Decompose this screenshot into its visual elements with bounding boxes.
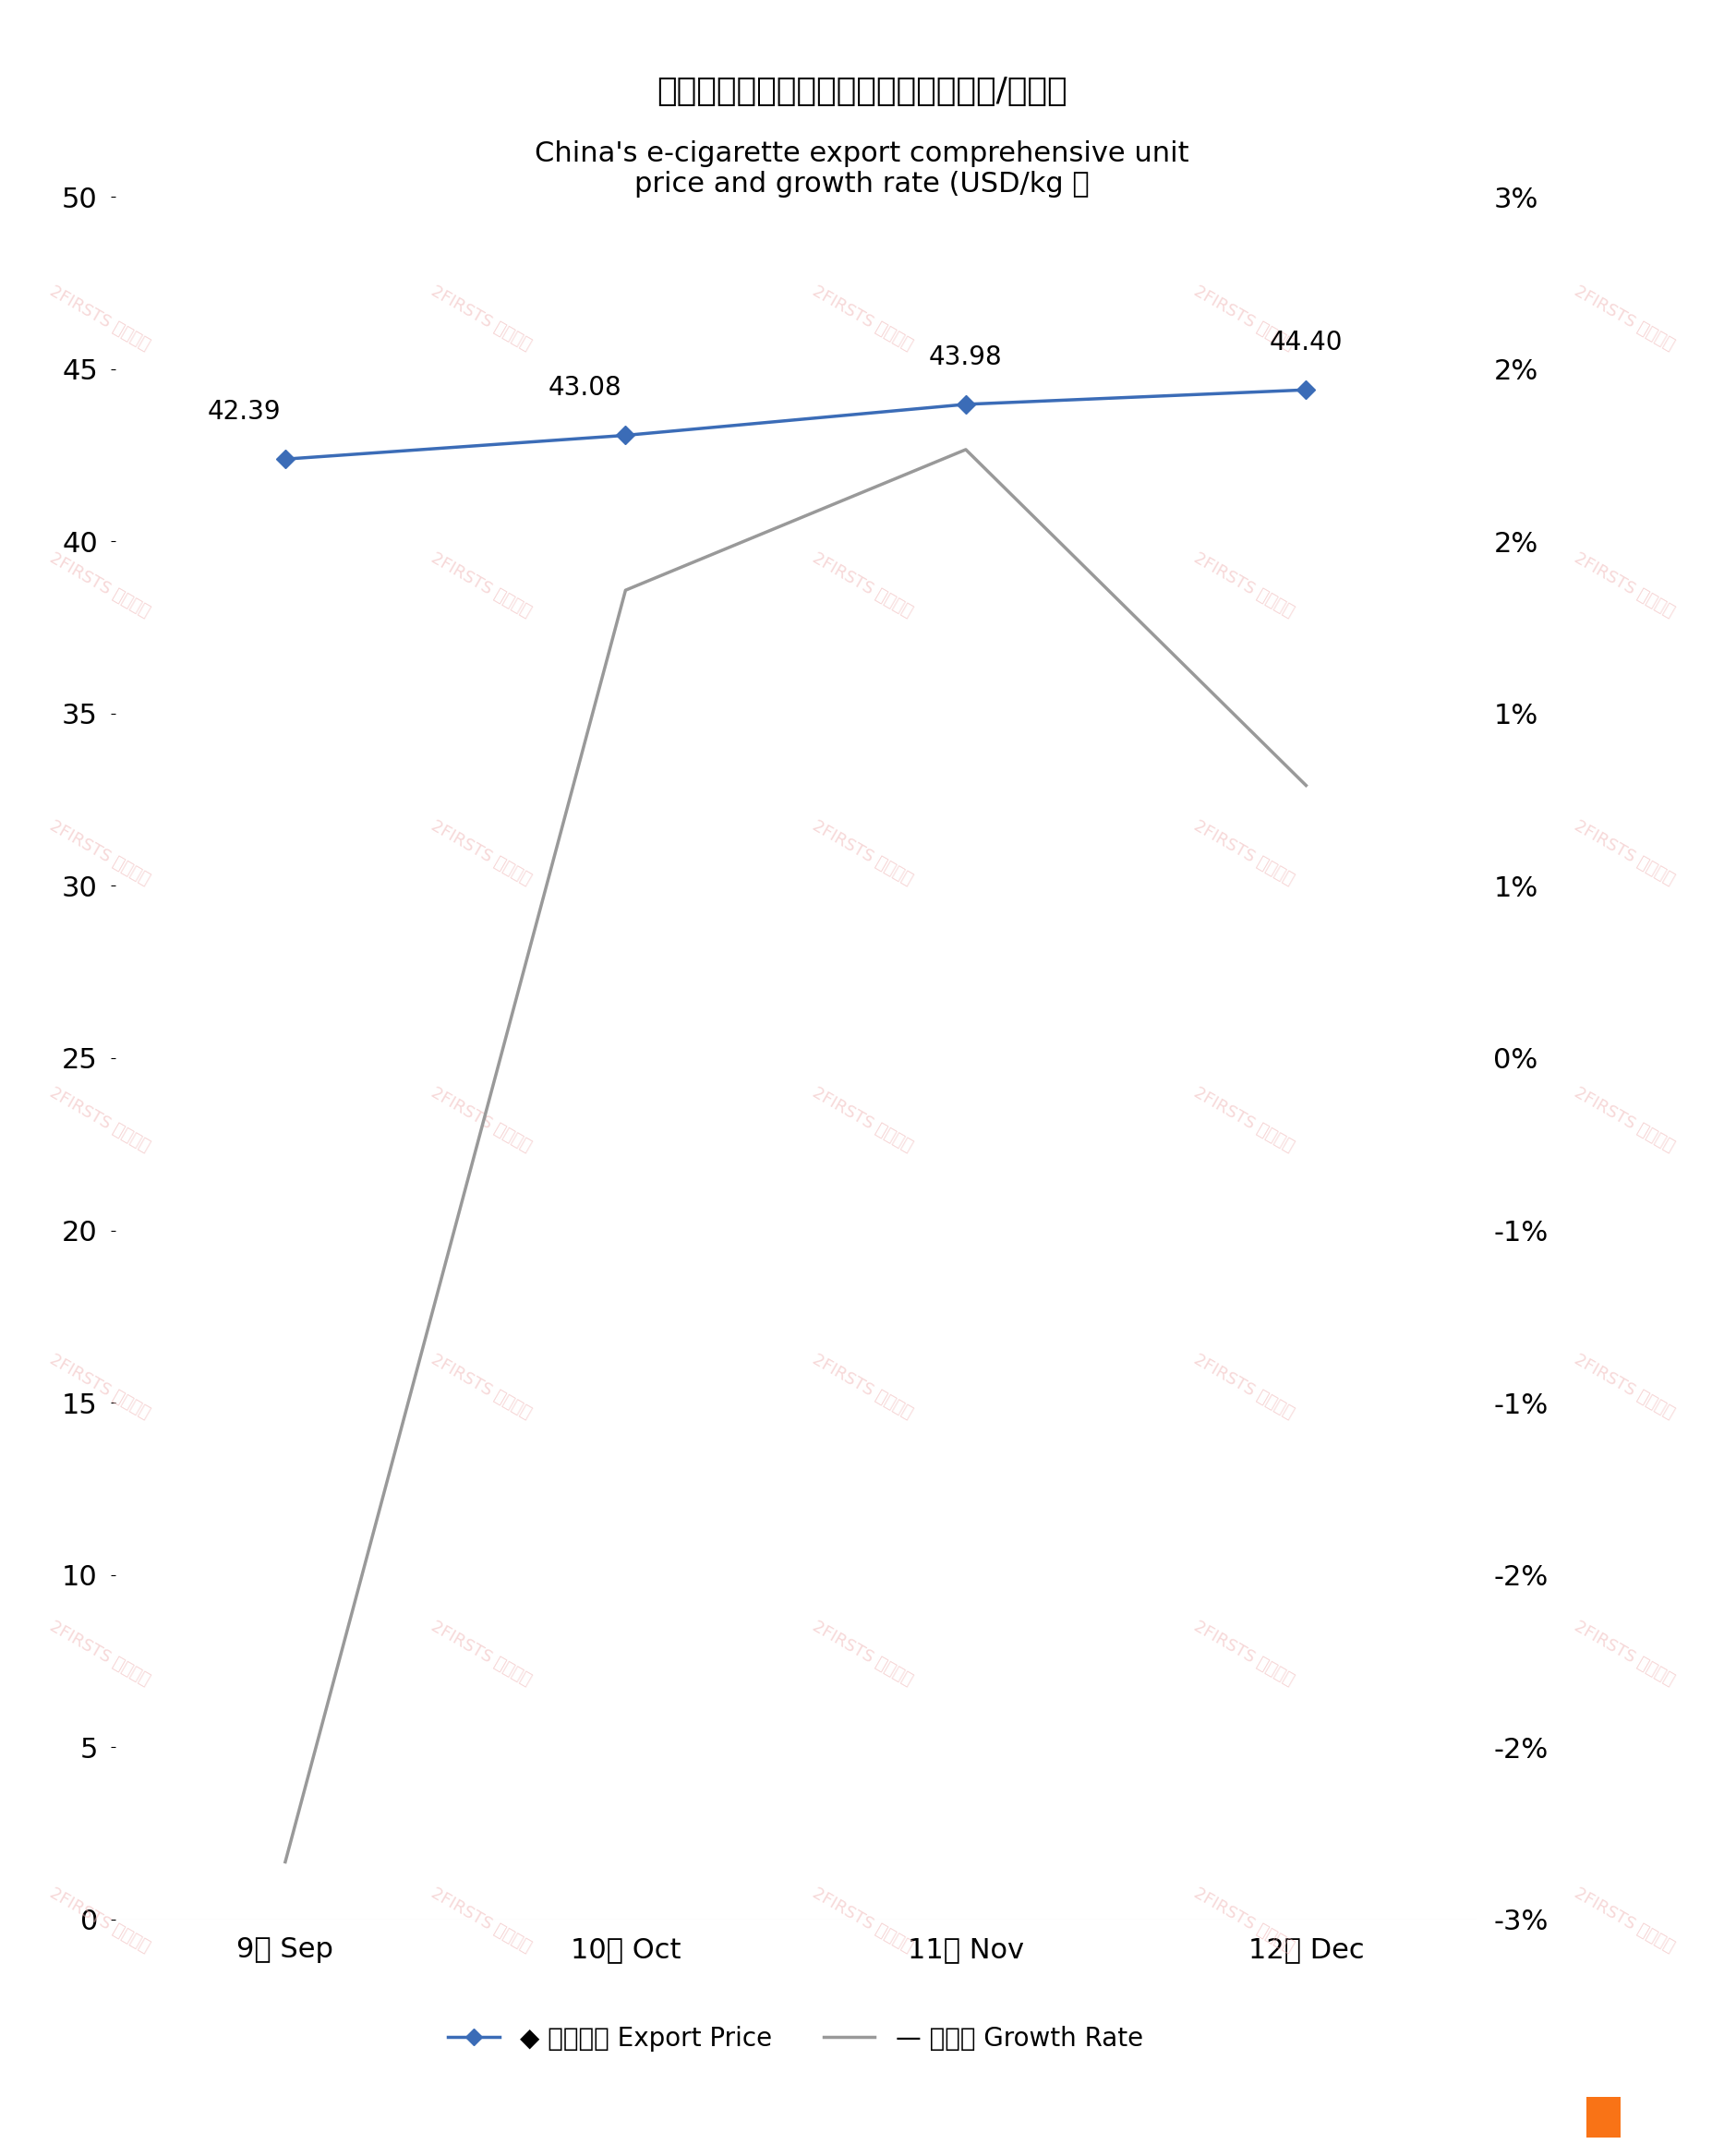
Text: 2FIRSTS 两个至上: 2FIRSTS 两个至上 [47,550,153,621]
Text: 2FIRSTS 两个至上: 2FIRSTS 两个至上 [1572,1084,1677,1156]
Text: 2FIRSTS 两个至上: 2FIRSTS 两个至上 [1572,1352,1677,1421]
Legend: ◆ 出口单价 Export Price, — 增长率 Growth Rate: ◆ 出口单价 Export Price, — 增长率 Growth Rate [438,2016,1153,2061]
Text: 2FIRSTS 两个至上: 2FIRSTS 两个至上 [1190,817,1296,888]
Text: 中国电子烟出口综合单价及增速（美元/千克）: 中国电子烟出口综合单价及增速（美元/千克） [657,75,1067,108]
Text: 2FIRSTS 两个至上: 2FIRSTS 两个至上 [47,817,153,888]
Text: 2FIRSTS 两个至上: 2FIRSTS 两个至上 [47,1084,153,1156]
Text: 2FIRSTS 两个至上: 2FIRSTS 两个至上 [809,282,915,354]
Text: 2FIRSTS 两个至上: 2FIRSTS 两个至上 [47,1617,153,1688]
Text: 2FIRSTS 两个至上: 2FIRSTS 两个至上 [428,1884,534,1955]
Text: 2FIRSTS 两个至上: 2FIRSTS 两个至上 [809,1084,915,1156]
Text: 2FIRSTS 两个至上: 2FIRSTS 两个至上 [1190,550,1296,621]
Text: 2FIRSTS 两个至上: 2FIRSTS 两个至上 [809,817,915,888]
Text: 2FIRSTS 两个至上: 2FIRSTS 两个至上 [1572,1617,1677,1688]
Text: 43.08: 43.08 [548,375,621,401]
Text: 42.39: 42.39 [207,399,281,425]
Text: 2FIRSTS 两个至上: 2FIRSTS 两个至上 [47,282,153,354]
Text: 43.98: 43.98 [929,345,1003,371]
Text: 2FIRSTS 两个至上: 2FIRSTS 两个至上 [809,550,915,621]
Text: 2FIRSTS 两个至上: 2FIRSTS 两个至上 [1572,550,1677,621]
Text: 2FIRSTS 两个至上: 2FIRSTS 两个至上 [428,1084,534,1156]
Text: 2FIRSTS 两个至上: 2FIRSTS 两个至上 [1190,1884,1296,1955]
Text: China's e-cigarette export comprehensive unit
price and growth rate (USD/kg ）: China's e-cigarette export comprehensive… [534,140,1190,198]
Text: 2FIRSTS 两个至上: 2FIRSTS 两个至上 [428,282,534,354]
Text: 2FIRSTS 两个至上: 2FIRSTS 两个至上 [1190,1617,1296,1688]
Text: Z: Z [1595,2104,1612,2130]
Text: 2FIRSTS 两个至上: 2FIRSTS 两个至上 [1572,817,1677,888]
Text: 2FIRSTS 两个至上: 2FIRSTS 两个至上 [47,1352,153,1421]
Text: 2FIRSTS 两个至上: 2FIRSTS 两个至上 [1190,1084,1296,1156]
Text: 44.40: 44.40 [1269,330,1343,356]
Text: 2FIRSTS 两个至上: 2FIRSTS 两个至上 [809,1884,915,1955]
Text: 2FIRSTS 两个至上: 2FIRSTS 两个至上 [428,817,534,888]
Text: 2FIRSTS 两个至上: 2FIRSTS 两个至上 [1572,1884,1677,1955]
Text: 2FIRSTS 两个至上: 2FIRSTS 两个至上 [809,1352,915,1421]
Text: 2FIRSTS 两个至上: 2FIRSTS 两个至上 [428,1617,534,1688]
Text: 2FIRSTS 两个至上: 2FIRSTS 两个至上 [1572,282,1677,354]
Text: 2FIRSTS 两个至上: 2FIRSTS 两个至上 [428,550,534,621]
Text: 2FIRSTS 两个至上: 2FIRSTS 两个至上 [1190,282,1296,354]
Text: 2FIRSTS 两个至上: 2FIRSTS 两个至上 [809,1617,915,1688]
Text: 2FIRSTS 两个至上: 2FIRSTS 两个至上 [47,1884,153,1955]
Text: 2FIRSTS 两个至上: 2FIRSTS 两个至上 [428,1352,534,1421]
Text: 2FIRSTS 两个至上: 2FIRSTS 两个至上 [1190,1352,1296,1421]
